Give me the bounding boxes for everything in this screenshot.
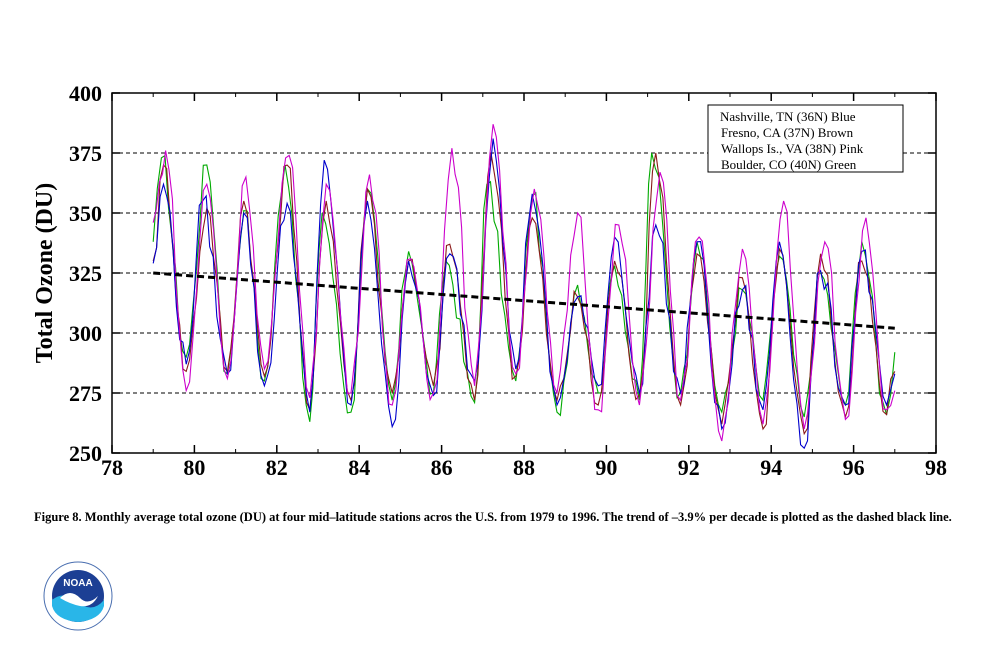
y-tick-label: 350 — [69, 201, 102, 226]
x-tick-label: 86 — [431, 455, 453, 480]
x-tick-label: 78 — [101, 455, 123, 480]
x-tick-label: 94 — [760, 455, 782, 480]
y-axis-label: Total Ozone (DU) — [32, 183, 58, 363]
y-tick-label: 300 — [69, 321, 102, 346]
x-tick-label: 80 — [183, 455, 205, 480]
series-line-wallops — [152, 124, 896, 442]
legend-box — [707, 104, 904, 173]
x-tick-label: 92 — [678, 455, 700, 480]
axis-ticks — [111, 92, 937, 454]
y-tick-label: 325 — [69, 261, 102, 286]
trend-line — [153, 271, 895, 330]
legend-entry-wallops: Wallops Is., VA (38N) Pink — [721, 141, 864, 156]
y-tick-labels: 250 275 300 325 350 375 400 — [69, 81, 102, 466]
y-tick-label: 400 — [69, 81, 102, 106]
noaa-logo-text: NOAA — [63, 578, 92, 589]
legend: Nashville, TN (36N) Blue Fresno, CA (37N… — [707, 104, 904, 173]
x-tick-label: 96 — [843, 455, 865, 480]
figure-caption: Figure 8. Monthly average total ozone (D… — [34, 510, 952, 524]
x-tick-label: 88 — [513, 455, 535, 480]
x-tick-label: 98 — [925, 455, 947, 480]
trend-line-group — [153, 271, 895, 330]
legend-entry-boulder: Boulder, CO (40N) Green — [721, 157, 857, 172]
y-tick-label: 375 — [69, 141, 102, 166]
x-tick-label: 84 — [348, 455, 370, 480]
y-tick-label: 250 — [69, 441, 102, 466]
x-tick-labels: 78 80 82 84 86 88 90 92 94 96 98 — [101, 455, 947, 480]
noaa-logo: NOAA — [43, 561, 113, 631]
x-tick-label: 82 — [266, 455, 288, 480]
series-lines — [152, 124, 896, 450]
legend-entry-fresno: Fresno, CA (37N) Brown — [721, 125, 854, 140]
x-tick-label: 90 — [595, 455, 617, 480]
legend-entry-nashville: Nashville, TN (36N) Blue — [720, 109, 856, 124]
y-tick-label: 275 — [69, 381, 102, 406]
